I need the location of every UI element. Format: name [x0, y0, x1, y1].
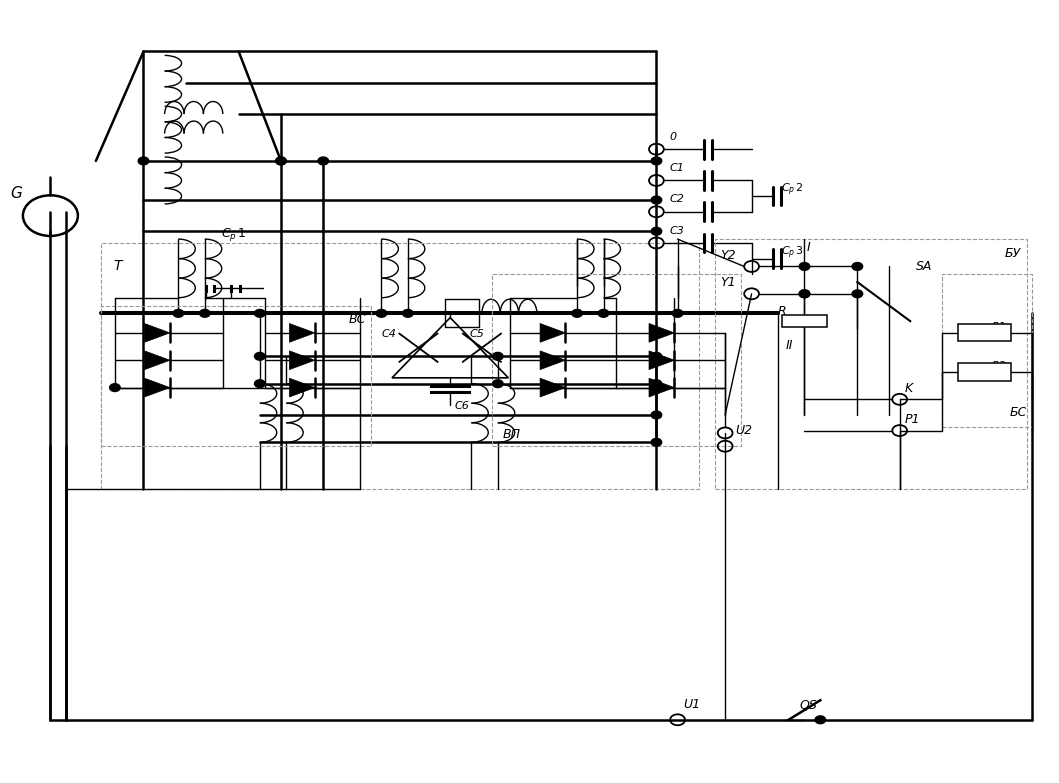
Text: P1: P1	[905, 413, 920, 426]
Polygon shape	[144, 378, 169, 397]
Circle shape	[800, 290, 810, 298]
Text: SA: SA	[916, 261, 932, 273]
Polygon shape	[144, 323, 169, 342]
Text: C2: C2	[669, 194, 684, 204]
Text: ВП: ВП	[503, 428, 521, 442]
Polygon shape	[289, 351, 315, 370]
Circle shape	[138, 157, 148, 165]
Polygon shape	[540, 323, 566, 342]
Bar	[492, 274, 741, 446]
Bar	[957, 324, 1010, 341]
Circle shape	[275, 157, 286, 165]
Text: C6: C6	[454, 401, 469, 411]
Circle shape	[651, 380, 662, 388]
Text: $C_p\,1$: $C_p\,1$	[220, 226, 246, 243]
Circle shape	[492, 380, 503, 388]
Text: R2: R2	[991, 361, 1006, 371]
Circle shape	[651, 352, 662, 360]
Text: I: I	[807, 241, 810, 254]
Text: Y1: Y1	[720, 276, 736, 289]
Polygon shape	[649, 323, 675, 342]
Bar	[941, 274, 1031, 427]
Text: БУ: БУ	[1005, 247, 1021, 260]
Circle shape	[173, 309, 183, 317]
Text: U1: U1	[683, 698, 700, 711]
Text: K: K	[905, 381, 913, 395]
Text: C3: C3	[669, 226, 684, 236]
Polygon shape	[289, 323, 315, 342]
Circle shape	[199, 309, 210, 317]
Circle shape	[852, 290, 863, 298]
Bar	[102, 305, 371, 446]
Text: 0: 0	[669, 132, 677, 142]
Text: C5: C5	[469, 329, 484, 339]
Circle shape	[651, 157, 662, 165]
Text: G: G	[11, 186, 22, 201]
Bar	[102, 243, 699, 489]
Circle shape	[651, 438, 662, 446]
Text: БС: БС	[1009, 406, 1026, 419]
Text: QS: QS	[800, 698, 816, 711]
Bar	[783, 315, 827, 327]
Polygon shape	[540, 378, 566, 397]
Circle shape	[651, 411, 662, 419]
Polygon shape	[540, 351, 566, 370]
Text: R: R	[778, 305, 787, 318]
Circle shape	[852, 262, 863, 270]
Circle shape	[492, 352, 503, 360]
Bar	[715, 239, 1026, 489]
Circle shape	[254, 352, 265, 360]
Text: ВС: ВС	[348, 313, 365, 327]
Circle shape	[800, 262, 810, 270]
Polygon shape	[649, 351, 675, 370]
Circle shape	[800, 290, 810, 298]
Bar	[957, 363, 1010, 381]
Circle shape	[572, 309, 582, 317]
Text: $C_p\,3$: $C_p\,3$	[782, 244, 804, 261]
Text: II: II	[786, 338, 793, 352]
Text: C1: C1	[669, 163, 684, 173]
Circle shape	[651, 196, 662, 204]
Circle shape	[815, 716, 826, 723]
Circle shape	[672, 309, 683, 317]
Circle shape	[254, 380, 265, 388]
Text: T: T	[114, 258, 123, 272]
Text: C4: C4	[381, 329, 396, 339]
Circle shape	[402, 309, 413, 317]
Text: U2: U2	[736, 424, 753, 438]
Circle shape	[376, 309, 387, 317]
Circle shape	[275, 157, 286, 165]
Polygon shape	[289, 378, 315, 397]
Polygon shape	[649, 378, 675, 397]
Polygon shape	[144, 351, 169, 370]
Circle shape	[598, 309, 609, 317]
Text: Y2: Y2	[720, 249, 736, 262]
Circle shape	[651, 227, 662, 235]
Circle shape	[110, 384, 121, 392]
Text: $C_p\,2$: $C_p\,2$	[782, 182, 804, 198]
Circle shape	[318, 157, 328, 165]
Text: R1: R1	[991, 322, 1006, 332]
Circle shape	[254, 309, 265, 317]
